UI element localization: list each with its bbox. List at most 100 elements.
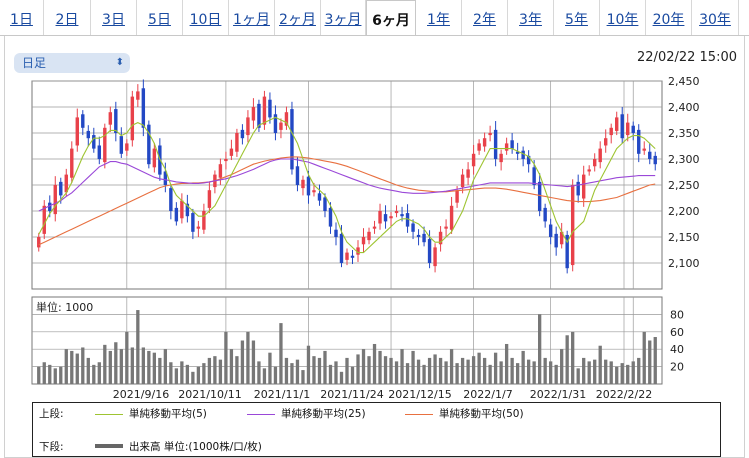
- volume-bar: [367, 356, 371, 384]
- volume-bar: [482, 357, 487, 384]
- candle-body: [328, 207, 333, 227]
- tab-10[interactable]: 2年: [462, 0, 508, 36]
- candle-body: [383, 214, 388, 222]
- volume-tick-label: 20: [670, 361, 684, 374]
- candle-body: [339, 233, 344, 263]
- price-tick-label: 2,100: [668, 257, 700, 270]
- legend: 上段: 単純移動平均(5) 単純移動平均(25) 単純移動平均(50) 下段: …: [32, 402, 721, 457]
- legend-ma25: 単純移動平均(25): [281, 408, 366, 420]
- candle-body: [532, 167, 536, 185]
- candle-body: [438, 231, 443, 245]
- volume-bar: [251, 340, 256, 384]
- candle-body: [257, 103, 261, 128]
- volume-bar: [306, 345, 311, 384]
- volume-bar: [301, 370, 305, 384]
- tab-7[interactable]: 3ヶ月: [321, 0, 366, 36]
- candle-body: [642, 148, 646, 151]
- tab-13[interactable]: 10年: [600, 0, 646, 36]
- x-tick-label: 2022/1/31: [530, 388, 586, 401]
- volume-bar: [604, 359, 608, 384]
- volume-bar: [565, 335, 569, 384]
- candle-body: [609, 127, 613, 136]
- volume-bar: [48, 364, 52, 384]
- candle-body: [576, 181, 580, 196]
- volume-bar: [224, 331, 228, 384]
- volume-bar: [653, 337, 657, 384]
- volume-bar: [411, 350, 415, 384]
- price-tick-label: 2,350: [668, 127, 700, 140]
- volume-bar: [97, 362, 101, 384]
- candle-body: [108, 112, 113, 125]
- volume-bar: [549, 361, 553, 384]
- candle-body: [499, 153, 503, 163]
- volume-bar: [191, 371, 195, 384]
- candle-body: [196, 226, 201, 229]
- tab-3[interactable]: 5日: [137, 0, 183, 36]
- tab-2[interactable]: 3日: [91, 0, 137, 36]
- updown-chevron-icon: ⬍: [115, 57, 124, 68]
- volume-bar: [526, 359, 531, 384]
- volume-bar: [637, 357, 641, 384]
- volume-bar: [59, 366, 63, 384]
- tab-14[interactable]: 20年: [646, 0, 692, 36]
- volume-bar: [141, 347, 145, 384]
- candle-body: [174, 207, 179, 222]
- candle-body: [570, 185, 575, 266]
- candle-body: [620, 114, 624, 139]
- tab-12[interactable]: 5年: [554, 0, 600, 36]
- volume-bar: [620, 363, 624, 384]
- volume-tick-label: 40: [670, 343, 684, 356]
- interval-select[interactable]: 日足 ⬍: [14, 53, 130, 73]
- candle-body: [604, 138, 608, 146]
- volume-unit-label: 単位: 1000: [36, 300, 93, 314]
- volume-bar: [554, 364, 558, 384]
- price-tick-label: 2,250: [668, 179, 700, 192]
- candle-body: [279, 122, 283, 130]
- tab-5[interactable]: 1ヶ月: [229, 0, 275, 36]
- candle-body: [262, 96, 267, 125]
- price-tick-label: 2,450: [668, 75, 700, 88]
- candle-body: [180, 200, 184, 219]
- tab-1[interactable]: 2日: [44, 0, 91, 36]
- ma25-line: [38, 158, 656, 212]
- tab-15[interactable]: 30年: [692, 0, 739, 36]
- candle-body: [246, 117, 250, 136]
- tab-divider: [0, 35, 749, 36]
- tab-0[interactable]: 1日: [0, 0, 44, 36]
- legend-ma25-swatch: [247, 414, 275, 415]
- candle-body: [510, 140, 514, 149]
- candle-body: [482, 138, 487, 147]
- tab-8[interactable]: 6ヶ月: [366, 0, 416, 36]
- candle-body: [416, 234, 421, 237]
- volume-bar: [158, 357, 162, 384]
- candle-body: [356, 247, 360, 255]
- volume-bar: [587, 361, 591, 384]
- tab-11[interactable]: 3年: [508, 0, 554, 36]
- tab-4[interactable]: 10日: [183, 0, 229, 36]
- candle-body: [103, 127, 107, 163]
- volume-bar: [477, 352, 481, 384]
- x-tick-label: 2022/1/7: [463, 388, 512, 401]
- volume-bar: [582, 357, 586, 384]
- price-tick-label: 2,200: [668, 205, 700, 218]
- candle-body: [449, 205, 454, 230]
- period-tabs: 1日 2日 3日 5日 10日 1ヶ月 2ヶ月 3ヶ月 6ヶ月 1年 2年 3年 5年 10年 20年 30年: [0, 0, 749, 36]
- volume-bar: [268, 352, 272, 384]
- volume-bar: [180, 361, 184, 384]
- volume-bar: [317, 357, 322, 384]
- volume-bar: [515, 363, 520, 384]
- volume-bar: [532, 361, 536, 384]
- tab-6[interactable]: 2ヶ月: [275, 0, 321, 36]
- candle-body: [493, 129, 498, 159]
- volume-bar: [81, 347, 85, 384]
- candle-body: [367, 231, 371, 241]
- candle-body: [615, 117, 619, 131]
- volume-bar: [642, 331, 646, 384]
- candle-body: [37, 237, 41, 248]
- volume-bar: [626, 364, 630, 384]
- legend-upper-label: 上段:: [39, 408, 64, 420]
- volume-bar: [328, 364, 333, 384]
- volume-bar: [499, 361, 503, 384]
- tab-9[interactable]: 1年: [416, 0, 462, 36]
- candle-body: [64, 174, 68, 193]
